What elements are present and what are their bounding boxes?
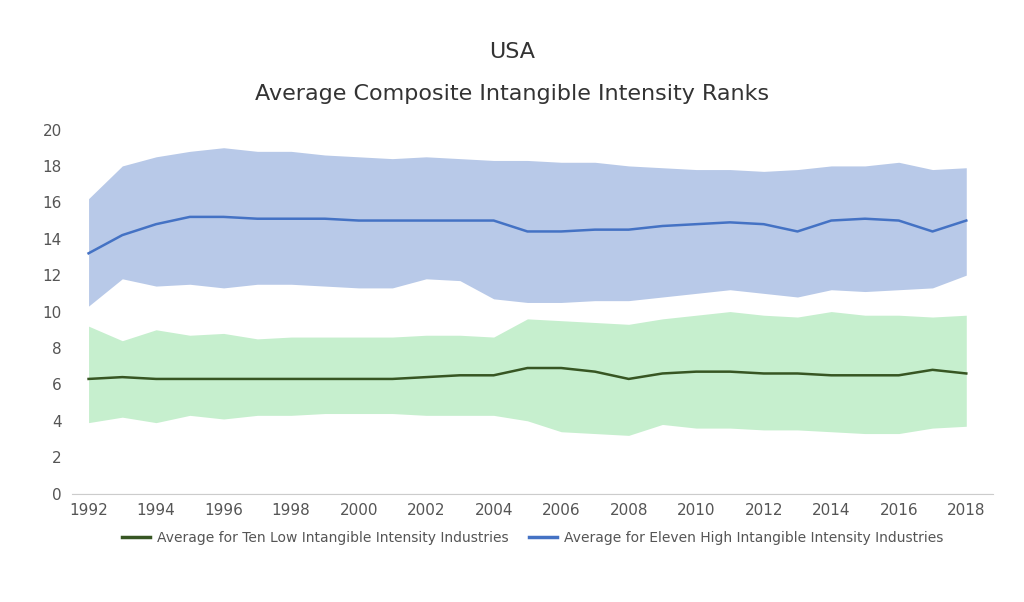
Text: Average Composite Intangible Intensity Ranks: Average Composite Intangible Intensity R…: [255, 84, 769, 104]
Legend: Average for Ten Low Intangible Intensity Industries, Average for Eleven High Int: Average for Ten Low Intangible Intensity…: [117, 525, 948, 550]
Text: USA: USA: [489, 42, 535, 62]
